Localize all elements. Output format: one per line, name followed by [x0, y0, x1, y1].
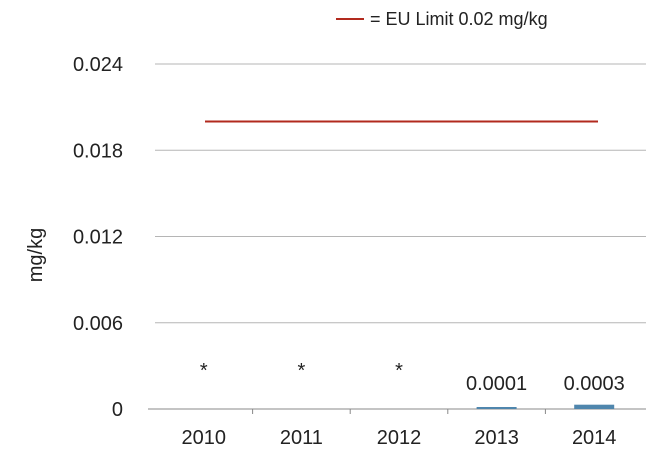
data-label: *: [200, 360, 208, 382]
x-tick-label: 2011: [280, 427, 323, 449]
y-tick-label: 0.012: [73, 227, 123, 249]
legend: = EU Limit 0.02 mg/kg: [336, 9, 548, 29]
data-label: *: [395, 360, 403, 382]
x-tick-labels: 2010 2011 2012 2013 2014: [182, 409, 617, 449]
x-tick-label: 2014: [572, 427, 617, 449]
bar: [574, 404, 615, 409]
y-tick-label: 0.018: [73, 140, 123, 162]
x-tick-label: 2010: [182, 427, 227, 449]
x-tick-label: 2013: [474, 427, 519, 449]
y-tick-label: 0.006: [73, 313, 123, 335]
y-tick-label: 0.024: [73, 54, 123, 76]
y-tick-labels: 0 0.006 0.012 0.018 0.024: [73, 54, 123, 421]
data-labels: * * * 0.0001 0.0003: [200, 360, 625, 395]
bars: [476, 404, 615, 409]
legend-label: = EU Limit 0.02 mg/kg: [370, 9, 548, 29]
y-tick-label: 0: [112, 399, 123, 421]
bar: [476, 407, 517, 409]
y-axis-label: mg/kg: [25, 228, 47, 282]
x-tick-label: 2012: [377, 427, 422, 449]
data-label: 0.0001: [466, 373, 527, 395]
data-label: 0.0003: [564, 373, 625, 395]
data-label: *: [298, 360, 306, 382]
gridlines: [148, 63, 646, 410]
